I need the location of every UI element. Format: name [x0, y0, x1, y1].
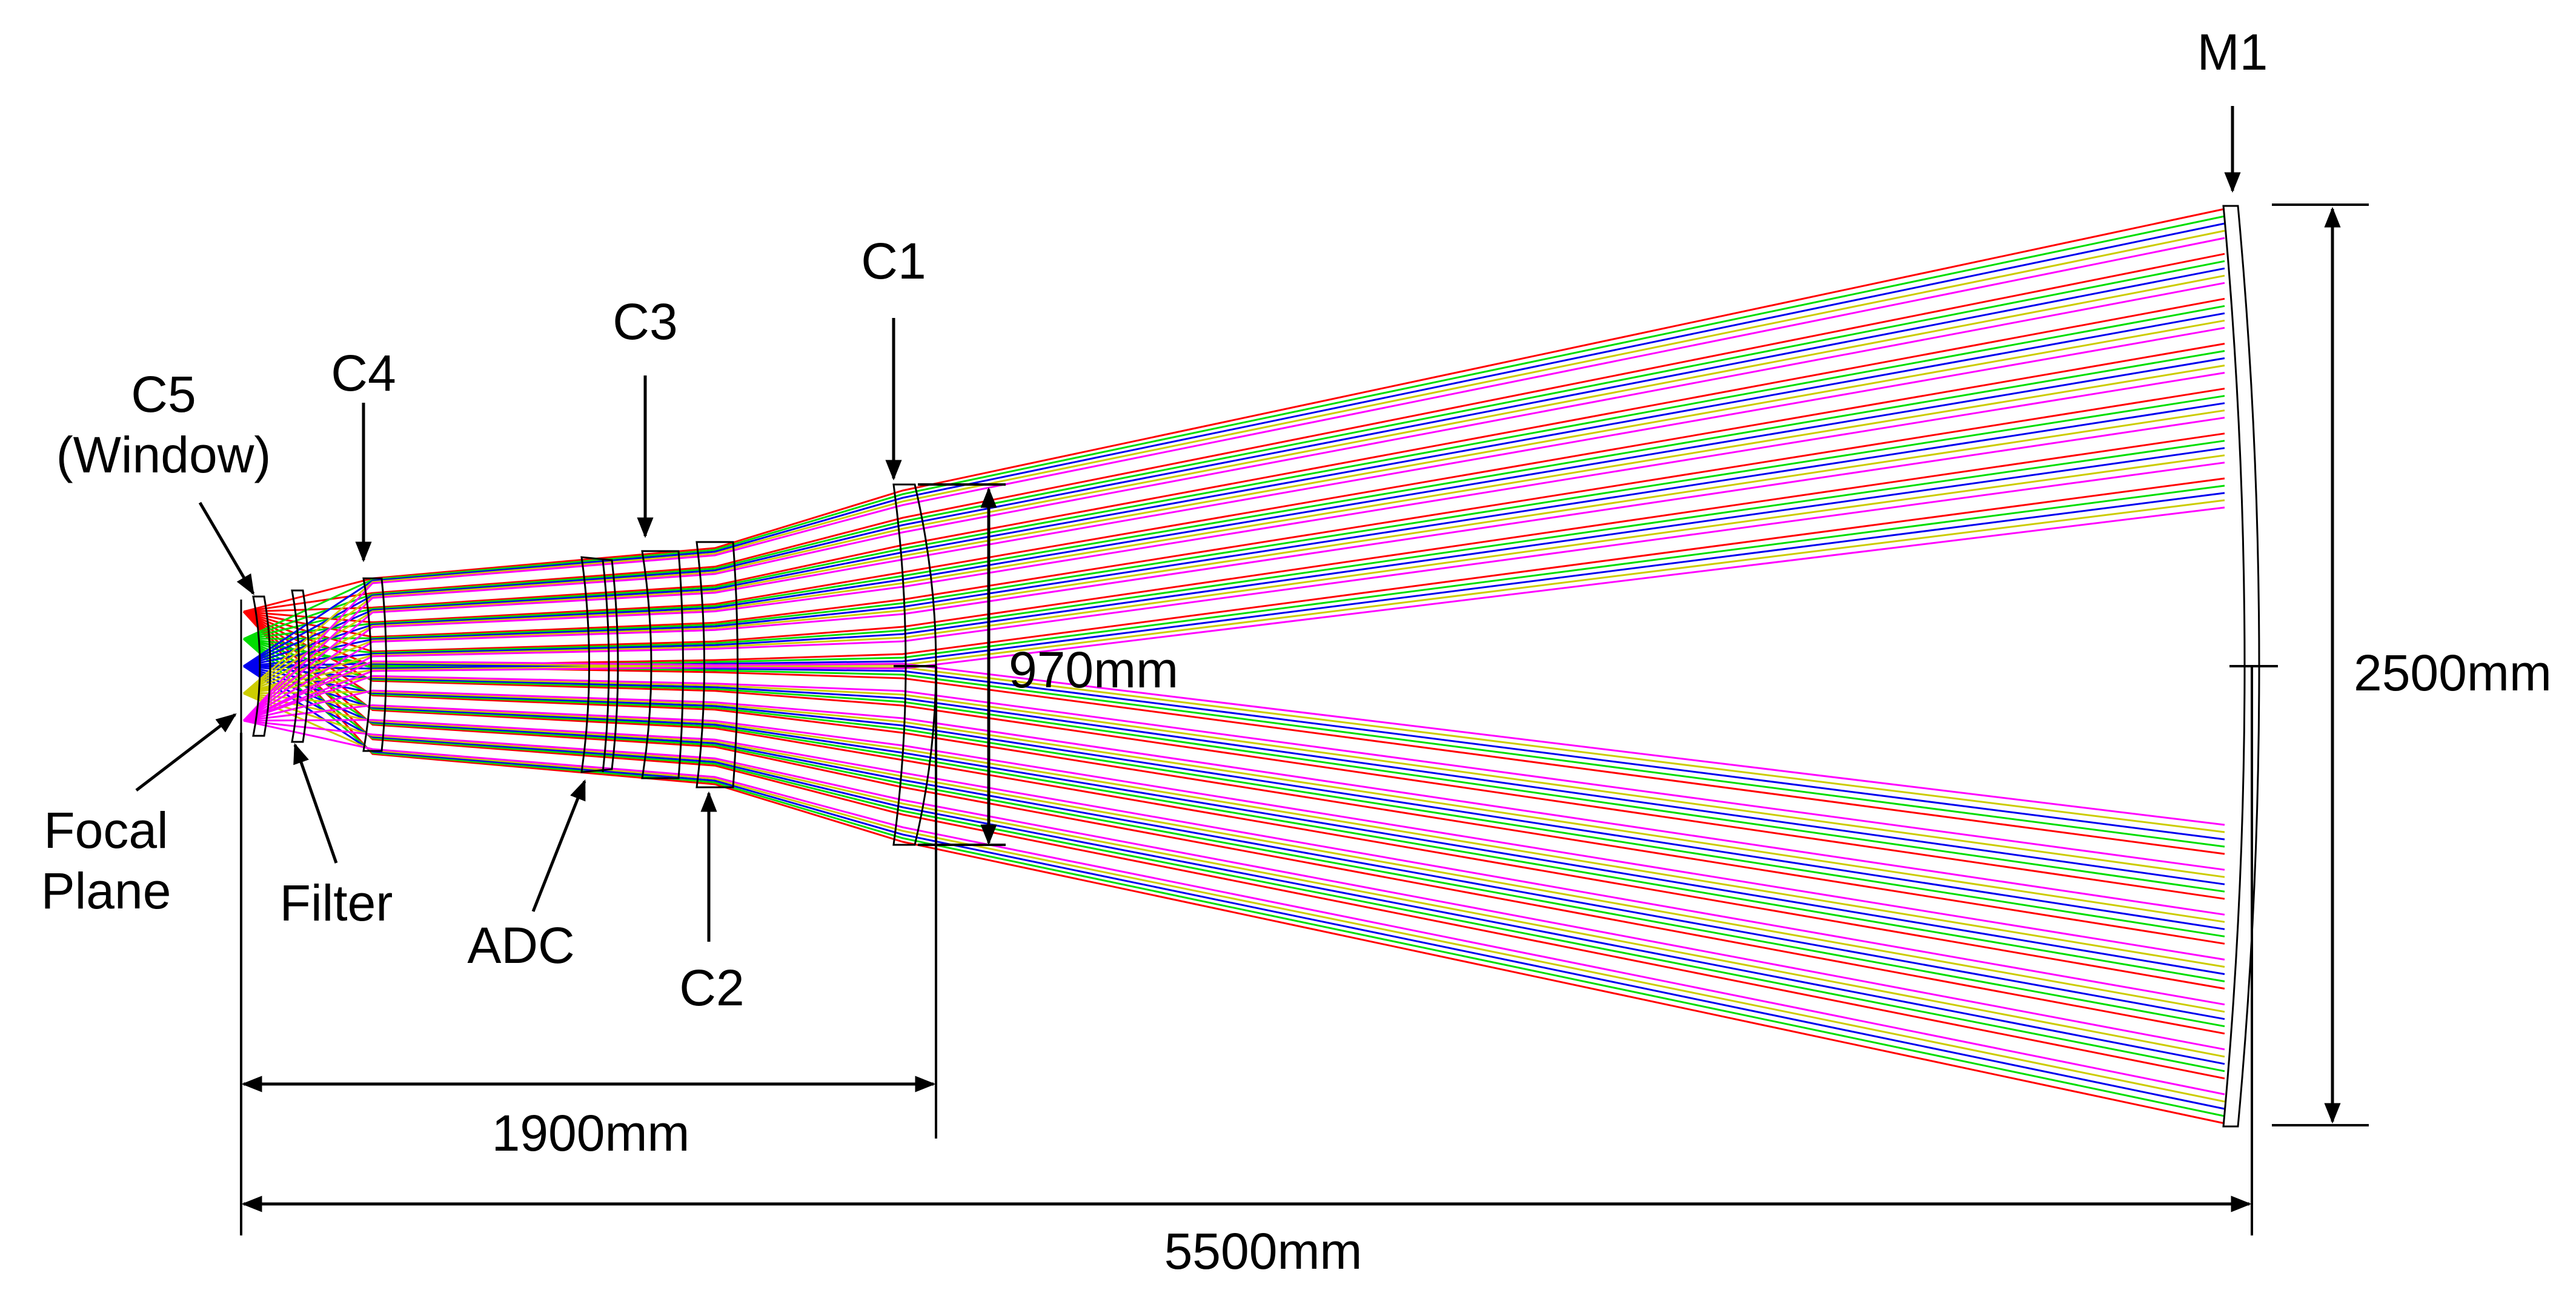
ray-path [243, 461, 2225, 722]
ray-path [243, 663, 2225, 841]
focal-plane-label-line1: Focal [44, 802, 168, 859]
adc-prism-1 [580, 556, 619, 773]
ray-path [243, 665, 2225, 930]
focal-plane-label-line2: Plane [41, 862, 171, 919]
c2-lens [695, 541, 739, 789]
ray-path [243, 665, 2225, 1110]
ray-path [243, 208, 2225, 613]
ray-path [243, 719, 2225, 1006]
ray-path [243, 690, 2225, 923]
ray-path [243, 692, 2225, 968]
ray-path [242, 610, 2225, 1080]
ray-path [243, 704, 2225, 960]
ray-path [243, 326, 2225, 722]
ray-path [243, 665, 2225, 975]
ray-path [243, 417, 2225, 722]
c5-label-line1: C5 [131, 366, 196, 423]
ray-path [243, 660, 2225, 826]
ray-path [243, 719, 2225, 1051]
c5-window [252, 595, 271, 737]
dimension-lines [240, 203, 2369, 1235]
filter-pointer [293, 742, 338, 864]
c1-lens [892, 483, 937, 846]
c2-label: C2 [679, 959, 744, 1016]
ray-path [243, 215, 2225, 640]
ray-path [243, 692, 2225, 1058]
ray-path [243, 638, 2225, 1073]
adc-pointer [531, 779, 586, 912]
ray-path [242, 610, 2225, 1125]
c3-lens [641, 550, 684, 779]
ray-path [243, 665, 2225, 1020]
focal-to-c1-label: 1900mm [492, 1105, 690, 1162]
ray-path [243, 689, 2225, 916]
m1-mirror [2222, 205, 2260, 1128]
ray-bundle [242, 208, 2225, 1125]
ray-path [243, 638, 2225, 1028]
ray-path [243, 365, 2225, 695]
adc-prism-2 [602, 560, 610, 773]
ray-path [243, 638, 2225, 1117]
c4-lens [362, 577, 387, 752]
filter-element [291, 589, 310, 743]
c1-label: C1 [861, 233, 926, 289]
ray-path [243, 638, 2225, 982]
ray-path [243, 230, 2225, 695]
m1-label: M1 [2197, 24, 2268, 81]
ray-path [243, 222, 2225, 667]
ray-path [243, 719, 2225, 1096]
m1-aperture-label: 2500mm [2354, 644, 2552, 701]
focal-plane-pointer [135, 713, 237, 792]
ray-path [243, 477, 2225, 667]
ray-path [243, 638, 2225, 893]
c3-label: C3 [612, 293, 677, 350]
ray-path [243, 638, 2225, 848]
optical-elements [240, 205, 2278, 1128]
pointer-arrows [135, 106, 2241, 942]
ray-path [243, 267, 2225, 667]
ray-path [243, 692, 2225, 1103]
ray-path [243, 506, 2225, 722]
ray-path [243, 372, 2225, 722]
ray-path [243, 305, 2225, 640]
c5-label-line2: (Window) [56, 426, 271, 483]
c1-aperture-label: 970mm [1009, 641, 1178, 698]
ray-path [243, 610, 2225, 900]
ray-path [243, 692, 2225, 1013]
adc-label: ADC [467, 917, 574, 974]
ray-path [243, 676, 2225, 878]
ray-path [243, 454, 2225, 695]
focal-to-m1-label: 5500mm [1164, 1223, 1363, 1280]
ray-path [243, 638, 2225, 937]
ray-path [242, 237, 2225, 722]
filter-label: Filter [280, 874, 393, 931]
c4-label: C4 [331, 345, 396, 402]
ray-path [243, 484, 2225, 669]
text-labels: M1 C1 C3 C4 C5 (Window) Focal Plane Filt… [41, 24, 2552, 1280]
ray-path [243, 319, 2225, 695]
ray-path [242, 282, 2225, 722]
ray-path [243, 665, 2225, 1065]
ray-path [243, 675, 2225, 871]
ray-path [243, 665, 2225, 885]
c5-pointer [198, 501, 255, 595]
